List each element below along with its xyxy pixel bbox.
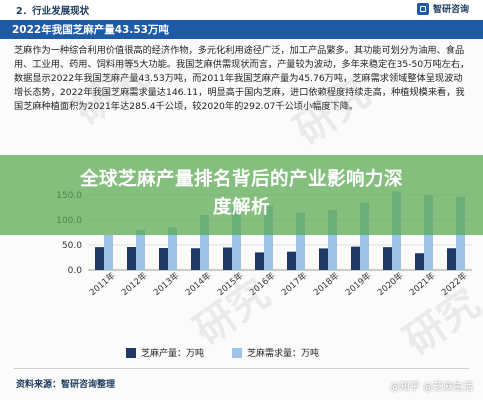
bar-demand [296,212,305,270]
overlay-title: 全球芝麻产量排名背后的产业影响力深度解析 [0,166,483,222]
bar-demand [232,207,241,270]
bar-demand [360,202,369,270]
section-title: 2．行业发展现状 [16,6,90,17]
x-tick-label: 2021年 [407,270,438,298]
brand: 智研咨询 [416,2,469,15]
page-title: 2022年我国芝麻产量43.53万吨 [12,24,169,36]
brand-logo-icon [416,2,429,15]
legend-swatch-demand [232,347,243,358]
body-paragraph: 芝麻作为一种综合利用价值很高的经济作物，多元化利用途径广泛，加工产品繁多。其功能… [14,45,470,112]
y-tick-label: 0.0 [68,266,83,276]
footer-divider [14,368,469,369]
bar-demand [168,227,177,270]
legend-label-demand: 芝麻需求量：万吨 [247,349,320,359]
bar-production [223,247,232,270]
x-tick-label: 2020年 [375,270,406,298]
brand-name: 智研咨询 [432,5,469,15]
overlay-title-text: 全球芝麻产量排名背后的产业影响力深度解析 [79,169,403,218]
legend-item-demand: 芝麻需求量：万吨 [232,346,319,359]
bar-production [95,247,104,270]
x-tick-label: 2018年 [311,270,342,298]
bar-production [159,248,168,270]
bar-production [191,248,200,270]
legend-swatch-production [126,347,136,358]
bar-production [351,246,360,270]
bar-production [255,252,264,270]
legend-item-production: 芝麻产量：万吨 [126,346,204,359]
legend-label-production: 芝麻产量：万吨 [141,349,205,359]
bottom-watermark: @知乎 @芝麻生活 [389,382,473,393]
chart-legend: 芝麻产量：万吨 芝麻需求量：万吨 [126,346,319,359]
bar-production [447,248,456,270]
bar-demand [264,206,273,270]
bar-production [319,248,328,270]
bar-production [415,253,424,270]
bar-demand [136,230,145,270]
x-tick-label: 2013年 [151,270,182,298]
bar-production [127,247,136,270]
x-tick-label: 2022年 [439,270,470,298]
bar-demand [328,210,337,270]
source-note: 资料来源：智研咨询整理 [16,380,116,390]
bar-production [383,247,392,270]
x-tick-label: 2015年 [215,270,246,298]
top-bar: 2．行业发展现状 智研咨询 [0,0,483,20]
x-tick-label: 2019年 [343,270,374,298]
x-tick-label: 2017年 [279,270,310,298]
bar-production [287,251,296,270]
header-bar: 2022年我国芝麻产量43.53万吨 [0,20,483,39]
x-tick-label: 2016年 [247,270,278,298]
x-tick-label: 2011年 [87,270,118,298]
bar-demand [200,215,209,270]
x-tick-label: 2012年 [119,270,150,298]
bar-demand [104,235,113,270]
x-tick-label: 2014年 [183,270,214,298]
y-tick-label: 50.0 [62,241,82,251]
title-overlay [0,155,483,235]
